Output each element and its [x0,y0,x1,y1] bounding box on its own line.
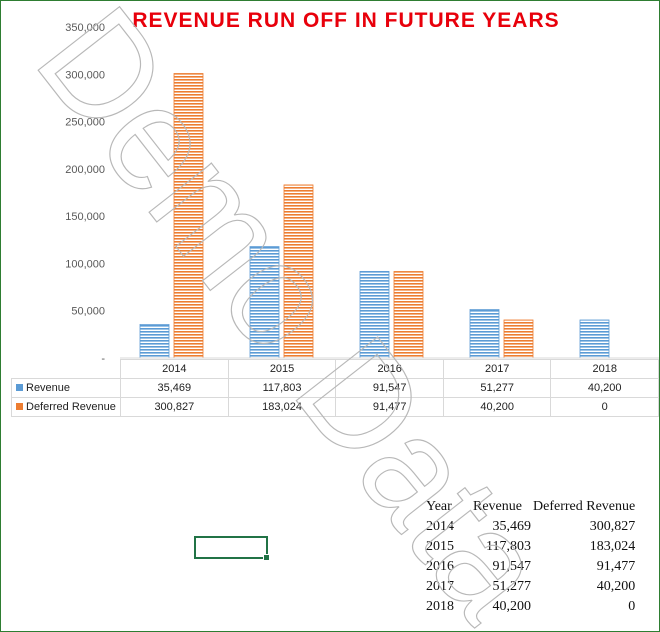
legend-deferred-revenue: Deferred Revenue [11,397,121,417]
sheet-cell[interactable]: 91,477 [596,559,636,574]
data-table-cell: 40,200 [442,397,552,417]
chart-data-table: 2014 2015 2016 2017 2018 Revenue 35,469 … [11,359,659,417]
revenue-chart: - 50,000 100,000 150,000 200,000 250,000 300,0… [65,22,659,365]
data-table-cell: 40,200 [550,378,659,398]
bar-revenue-2018 [579,319,610,359]
bar-deferred-revenue-2017 [503,319,534,359]
sheet-cell[interactable]: 117,803 [486,539,531,554]
sheet-cell[interactable]: 2018 [426,599,454,614]
selected-cell[interactable] [194,536,270,561]
y-tick-label: 150,000 [65,211,105,223]
sheet-cell[interactable]: 2015 [426,539,454,554]
data-table-category: 2014 [119,359,229,379]
bar-deferred-revenue-2016 [393,271,424,359]
bar-revenue-2016 [359,271,390,359]
data-table-category: 2016 [335,359,444,379]
sheet-cell[interactable]: 91,547 [492,559,532,574]
data-table-row-revenue: Revenue 35,469 117,803 91,547 51,277 40,… [11,378,659,398]
bar-deferred-revenue-2015 [283,184,314,359]
sheet-header-deferred-revenue: Deferred Revenue [533,499,636,514]
sheet-header-row: Year Revenue Deferred Revenue [423,497,637,517]
sheet-row: 2014 35,469 300,827 [423,517,637,537]
data-table-cell: 0 [550,397,659,417]
sheet-cell[interactable]: 40,200 [596,579,636,594]
sheet-cell[interactable]: 2016 [426,559,454,574]
data-table-category: 2017 [442,359,552,379]
data-table-cell: 35,469 [119,378,229,398]
sheet-row: 2018 40,200 0 [423,597,637,617]
y-tick-label: 300,000 [65,69,105,81]
sheet-cell[interactable]: 183,024 [589,539,636,554]
sheet-cell[interactable]: 2017 [426,579,454,594]
y-tick-label: 200,000 [65,164,105,176]
data-table-header-row: 2014 2015 2016 2017 2018 [12,359,659,379]
sheet-cell[interactable]: 0 [628,599,636,614]
legend-key-deferred-revenue [16,403,23,410]
bar-revenue-2014 [139,324,170,359]
data-table-cell: 91,477 [335,397,444,417]
sheet-header-year: Year [426,499,452,514]
sheet-row: 2017 51,277 40,200 [423,577,637,597]
chart-title: REVENUE RUN OFF IN FUTURE YEARS [132,9,560,32]
bar-deferred-revenue-2014 [173,73,204,359]
data-table-cell: 51,277 [442,378,552,398]
legend-revenue: Revenue [11,378,121,398]
bar-revenue-2017 [469,309,500,359]
sheet-row: 2015 117,803 183,024 [423,537,637,557]
data-table-cell: 117,803 [227,378,337,398]
legend-label-revenue: Revenue [26,382,71,394]
sheet-cell[interactable]: 40,200 [492,599,532,614]
sheet-cell[interactable]: 300,827 [589,519,636,534]
sheet-row: 2016 91,547 91,477 [423,557,637,577]
data-table-cell: 91,547 [335,378,444,398]
data-table-category: 2018 [550,359,659,379]
y-tick-label: 250,000 [65,117,105,129]
data-table-row-deferred: Deferred Revenue 300,827 183,024 91,477 … [11,397,659,417]
sheet-header-revenue: Revenue [473,499,522,514]
bar-revenue-2015 [249,246,280,359]
legend-key-revenue [16,384,23,391]
data-table-corner [12,360,121,379]
sheet-cell[interactable]: 35,469 [492,519,532,534]
y-tick-label: 100,000 [65,258,105,270]
data-table-category: 2015 [227,359,337,379]
data-table-cell: 300,827 [119,397,229,417]
y-tick-label: 350,000 [65,22,105,34]
sheet-data-table: Year Revenue Deferred Revenue 2014 35,46… [423,497,637,617]
y-tick-label: - [101,353,105,365]
legend-label-deferred-revenue: Deferred Revenue [26,401,116,413]
data-table-cell: 183,024 [227,397,337,417]
sheet-cell[interactable]: 51,277 [492,579,532,594]
y-tick-label: 50,000 [71,306,105,318]
sheet-cell[interactable]: 2014 [426,519,454,534]
fill-handle[interactable] [263,554,270,561]
